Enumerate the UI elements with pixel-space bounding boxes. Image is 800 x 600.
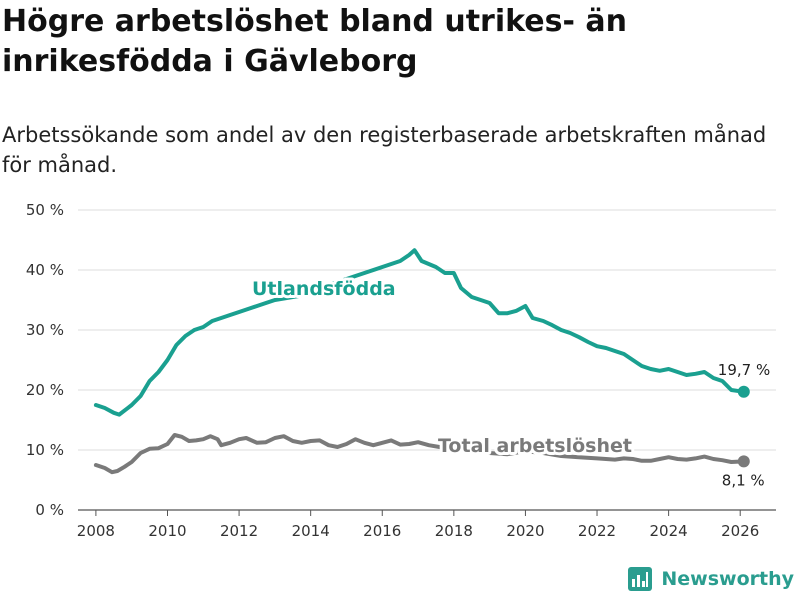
y-tick-label: 40 % (26, 261, 64, 279)
y-tick-label: 10 % (26, 441, 64, 459)
end-point-marker (737, 385, 750, 398)
series-lines (93, 248, 750, 475)
series-labels: Utlandsfödda Total arbetslöshet 19,7 % 8,1 … (249, 275, 770, 489)
end-point-marker (737, 455, 750, 468)
y-tick-label: 50 % (26, 201, 64, 219)
y-tick-label: 20 % (26, 381, 64, 399)
x-tick-label: 2012 (220, 522, 258, 540)
end-value-label: 8,1 % (722, 471, 765, 489)
x-tick-label: 2008 (77, 522, 115, 540)
chart-subtitle: Arbetssökande som andel av den registerb… (2, 123, 767, 177)
x-tick-label: 2026 (721, 522, 759, 540)
x-tick-label: 2018 (435, 522, 473, 540)
axes: 0 % 10 % 20 % 30 % 40 % 50 % 2008 2010 2012 2014 2… (26, 201, 776, 540)
chart-title: Högre arbetslöshet bland utrikes- än inr… (2, 4, 627, 79)
grid-lines (78, 209, 776, 451)
newsworthy-brand: Newsworthy (627, 566, 794, 592)
x-tick-label: 2014 (292, 522, 330, 540)
series-label-utlandsfodda: Utlandsfödda (252, 278, 396, 300)
y-tick-label: 30 % (26, 321, 64, 339)
series-line-total-arbetsl-shet (93, 433, 746, 475)
end-value-label: 19,7 % (718, 361, 770, 379)
series-line-utlandsf-dda (93, 248, 746, 417)
x-tick-label: 2022 (578, 522, 616, 540)
x-tick-label: 2024 (650, 522, 688, 540)
y-tick-label: 0 % (35, 501, 64, 519)
x-tick-label: 2010 (148, 522, 186, 540)
brand-name: Newsworthy (661, 568, 794, 590)
newsworthy-logo-icon (628, 567, 653, 591)
series-label-total-arbetsloshet: Total arbetslöshet (438, 435, 632, 457)
x-tick-label: 2020 (506, 522, 544, 540)
x-tick-label: 2016 (363, 522, 401, 540)
line-chart: 0 % 10 % 20 % 30 % 40 % 50 % 2008 2010 2012 2014 2… (26, 201, 776, 540)
